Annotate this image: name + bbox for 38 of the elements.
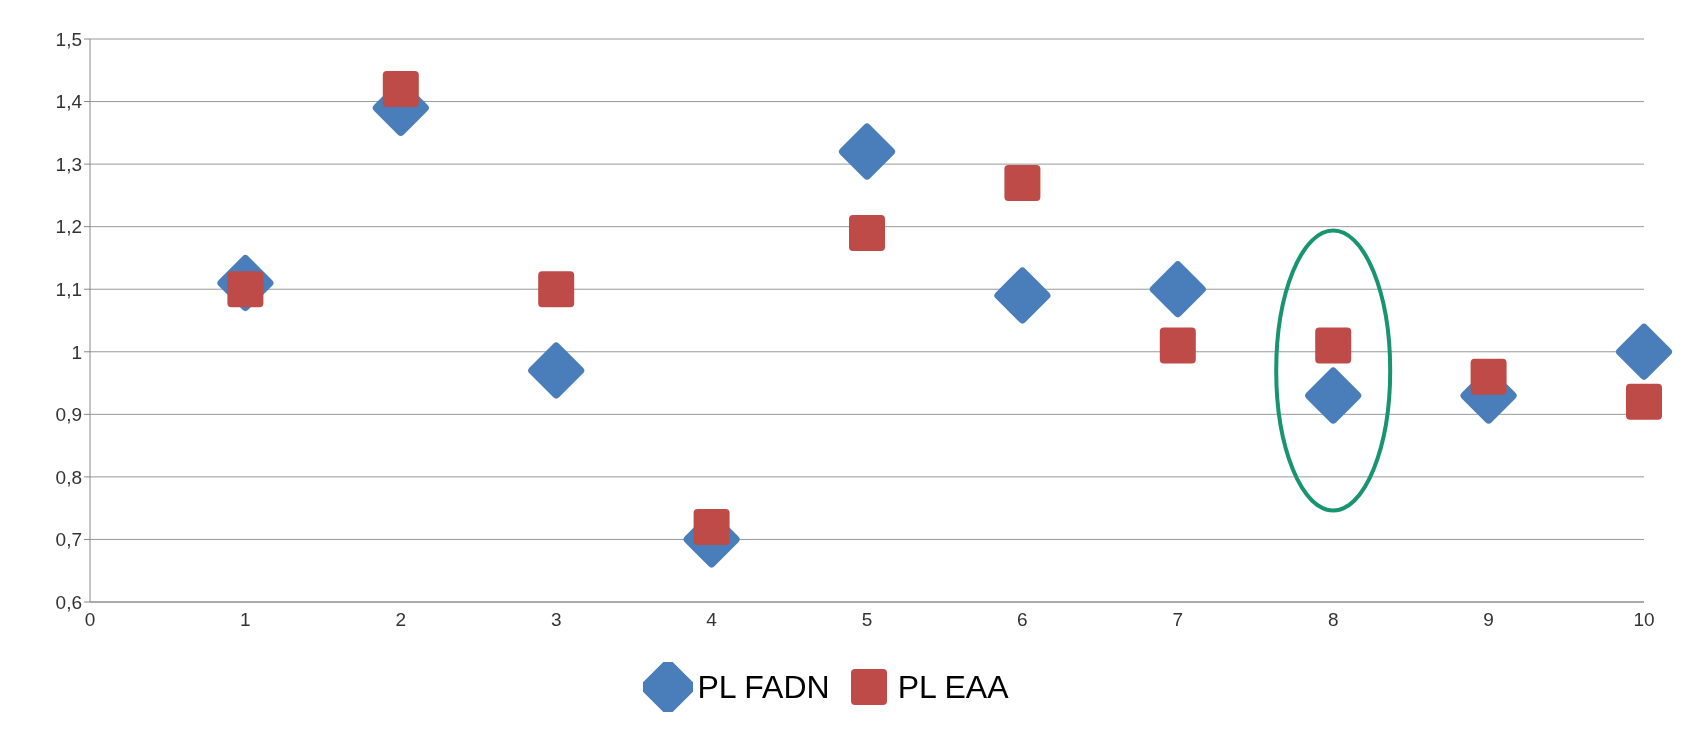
y-tick-label: 0,6 xyxy=(55,591,82,613)
point xyxy=(849,214,885,251)
y-tick-label: 0,7 xyxy=(55,529,82,551)
y-tick-label: 1,3 xyxy=(55,153,82,175)
x-tick-label: 10 xyxy=(1633,609,1655,630)
y-tick-label: 1,1 xyxy=(55,278,82,300)
y-tick-label: 1,4 xyxy=(55,91,83,113)
x-tick-label: 7 xyxy=(1172,609,1184,630)
point xyxy=(1004,164,1041,201)
x-tick-label: 4 xyxy=(706,609,718,630)
point xyxy=(693,508,730,545)
x-tick-label: 0 xyxy=(84,609,96,630)
point xyxy=(538,271,575,308)
point xyxy=(528,342,585,399)
y-tick-label: 1 xyxy=(71,341,82,363)
x-tick-label: 5 xyxy=(861,609,873,630)
point xyxy=(382,71,419,108)
y-tick-label: 0,8 xyxy=(55,466,82,488)
point xyxy=(839,123,895,180)
y-tick-label: 1,5 xyxy=(55,28,82,50)
x-tick-label: 1 xyxy=(240,609,251,630)
y-tick-label: 1,2 xyxy=(55,216,82,238)
x-tick-label: 3 xyxy=(550,609,562,630)
point xyxy=(994,267,1051,324)
point xyxy=(1616,323,1672,380)
legend-label: PL FADN xyxy=(697,668,830,706)
x-tick-label: 2 xyxy=(395,609,407,630)
point xyxy=(1470,358,1507,395)
point xyxy=(1159,327,1196,364)
point xyxy=(1626,383,1662,420)
x-tick-label: 8 xyxy=(1327,609,1339,630)
point xyxy=(1315,327,1352,364)
point xyxy=(1305,367,1362,424)
point xyxy=(1149,261,1206,318)
x-tick-label: 6 xyxy=(1017,609,1028,630)
legend-label: PL EAA xyxy=(897,668,1009,706)
x-tick-label: 9 xyxy=(1483,609,1494,630)
y-tick-label: 0,9 xyxy=(55,404,82,426)
